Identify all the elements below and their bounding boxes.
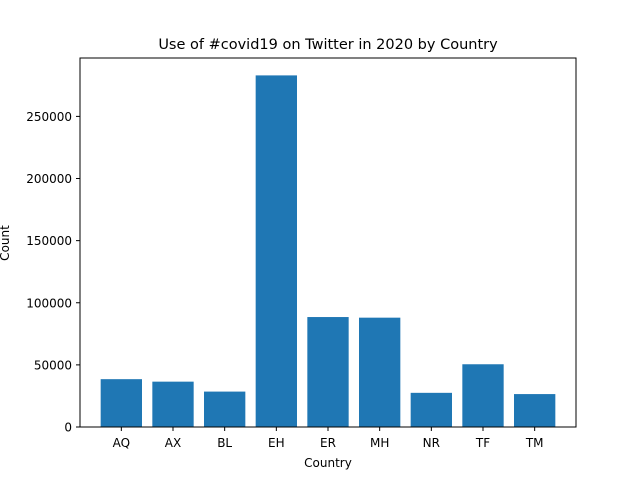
x-axis-ticks: AQ AX BL EH ER MH NR TF TM [113,427,544,450]
bar-nr [410,392,452,427]
x-tick-label: ER [320,436,336,450]
y-tick-label: 200000 [26,172,72,186]
bar-tm [514,394,556,427]
bar-tf [462,364,504,427]
chart-title: Use of #covid19 on Twitter in 2020 by Co… [158,37,498,53]
bar-mh [359,317,401,427]
x-tick-label: TF [475,436,490,450]
x-tick-label: MH [370,436,389,450]
y-tick-label: 100000 [26,296,72,310]
bar-eh [255,75,297,428]
plot-frame [79,57,577,428]
y-tick-label: 250000 [26,110,72,124]
bar-aq [100,379,142,427]
x-axis-label: Country [304,456,352,470]
x-tick-label: AQ [113,436,130,450]
bars-group [100,75,556,428]
x-tick-label: EH [268,436,285,450]
bar-bl [204,391,246,427]
y-axis-ticks: 0 50000 100000 150000 200000 250000 [26,110,80,435]
y-tick-label: 150000 [26,234,72,248]
x-tick-label: TM [525,436,544,450]
x-tick-label: AX [165,436,181,450]
y-tick-label: 50000 [34,358,72,372]
y-axis-label: Count [0,225,12,261]
x-tick-label: BL [217,436,232,450]
bar-ax [152,381,194,427]
bar-er [307,317,349,427]
y-tick-label: 0 [64,421,72,435]
x-tick-label: NR [423,436,440,450]
